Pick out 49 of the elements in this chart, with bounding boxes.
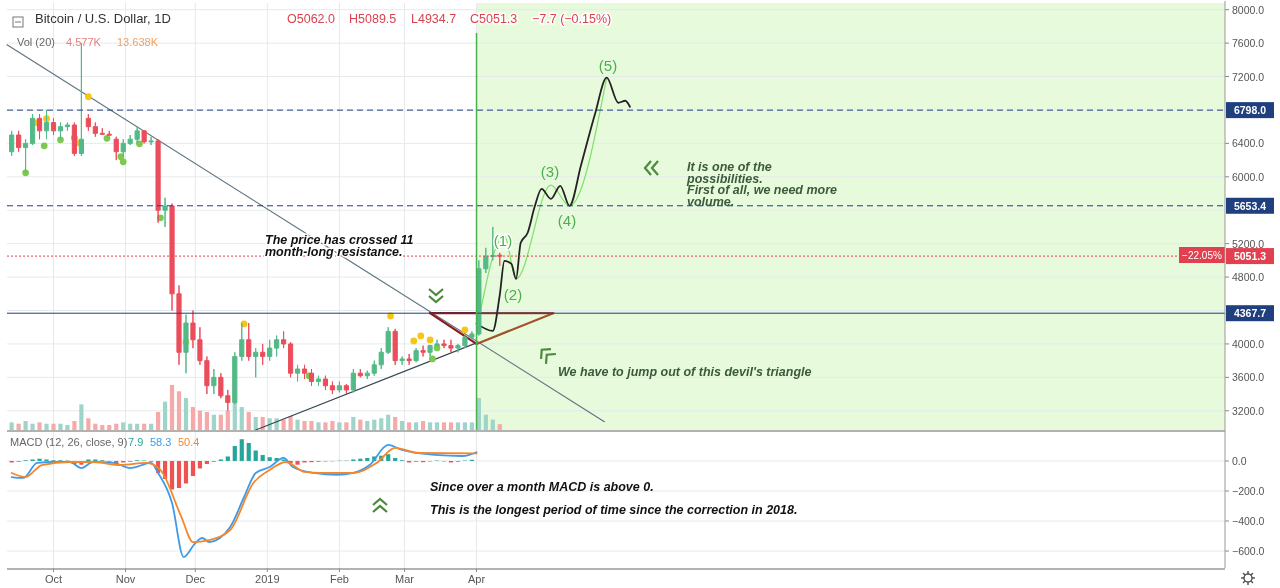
x-tick-label: Nov xyxy=(115,573,136,585)
x-tick-label: Dec xyxy=(185,573,206,585)
y-tick-label: 7600.0 xyxy=(1232,37,1265,50)
x-tick-label: Oct xyxy=(44,573,63,585)
annotation: 50.4 xyxy=(178,436,200,448)
annotation: This is the longest period of time since the correction in 2018. xyxy=(430,503,798,517)
y-tick-label: 3200.0 xyxy=(1232,404,1265,417)
chart-title: MACD (12, 26, close, 9) xyxy=(10,436,128,448)
annotation: 58.3 xyxy=(150,436,172,448)
annotation: (3) xyxy=(540,163,560,180)
y-tick-label: −400.0 xyxy=(1232,515,1265,528)
y-tick-label: 5200.0 xyxy=(1232,237,1265,250)
text: Bitcoin / U.S. Dollar, 1D xyxy=(35,11,171,26)
y-tick-label: 4800.0 xyxy=(1232,271,1265,284)
annotation: (1) xyxy=(493,232,513,249)
y-tick-label: −600.0 xyxy=(1232,545,1265,558)
ref-line-label: 5051.3 xyxy=(1233,250,1267,263)
y-tick-label: 6000.0 xyxy=(1232,170,1265,183)
annotation: H5089.5 xyxy=(349,12,397,26)
annotation: (5) xyxy=(598,57,618,74)
x-tick-label: 2019 xyxy=(255,573,280,585)
annotation: 13.638K xyxy=(117,36,159,48)
x-tick-label: Mar xyxy=(395,573,415,585)
y-tick-label: 4000.0 xyxy=(1232,337,1265,350)
x-tick-label: Apr xyxy=(467,573,486,585)
annotation: We have to jump out of this devil's triangle xyxy=(558,365,812,379)
annotation: Since over a month MACD is above 0. xyxy=(430,480,654,494)
y-tick-label: 3600.0 xyxy=(1232,371,1265,384)
annotation: O5062.0 xyxy=(287,12,335,26)
annotation: Vol (20) xyxy=(17,36,55,48)
y-tick-label: 6400.0 xyxy=(1232,137,1265,150)
y-tick-label: 0.0 xyxy=(1232,454,1247,467)
annotation: C5051.3 xyxy=(470,12,518,26)
y-tick-label: −200.0 xyxy=(1232,484,1265,497)
annotation: −22.05% xyxy=(1182,250,1222,261)
annotation: It is one of the possibilities. First of all, we need more volume. xyxy=(686,160,838,209)
y-tick-label: 8000.0 xyxy=(1232,3,1265,16)
annotation: (4) xyxy=(557,212,577,229)
annotation: L4934.7 xyxy=(411,12,457,26)
y-tick-label: 7200.0 xyxy=(1232,70,1265,83)
annotation: 4.577K xyxy=(66,36,102,48)
x-tick-label: Feb xyxy=(329,573,349,585)
annotation: −7.7 (−0.15%) xyxy=(532,12,612,26)
ref-line-label: 5653.4 xyxy=(1233,199,1267,212)
annotation: The price has crossed 11 month-long resistance. xyxy=(265,233,414,259)
annotation: 7.9 xyxy=(128,436,144,448)
ref-line-label: 6798.0 xyxy=(1233,104,1267,117)
ref-line-label: 4367.7 xyxy=(1233,307,1267,320)
annotation: (2) xyxy=(503,286,523,303)
